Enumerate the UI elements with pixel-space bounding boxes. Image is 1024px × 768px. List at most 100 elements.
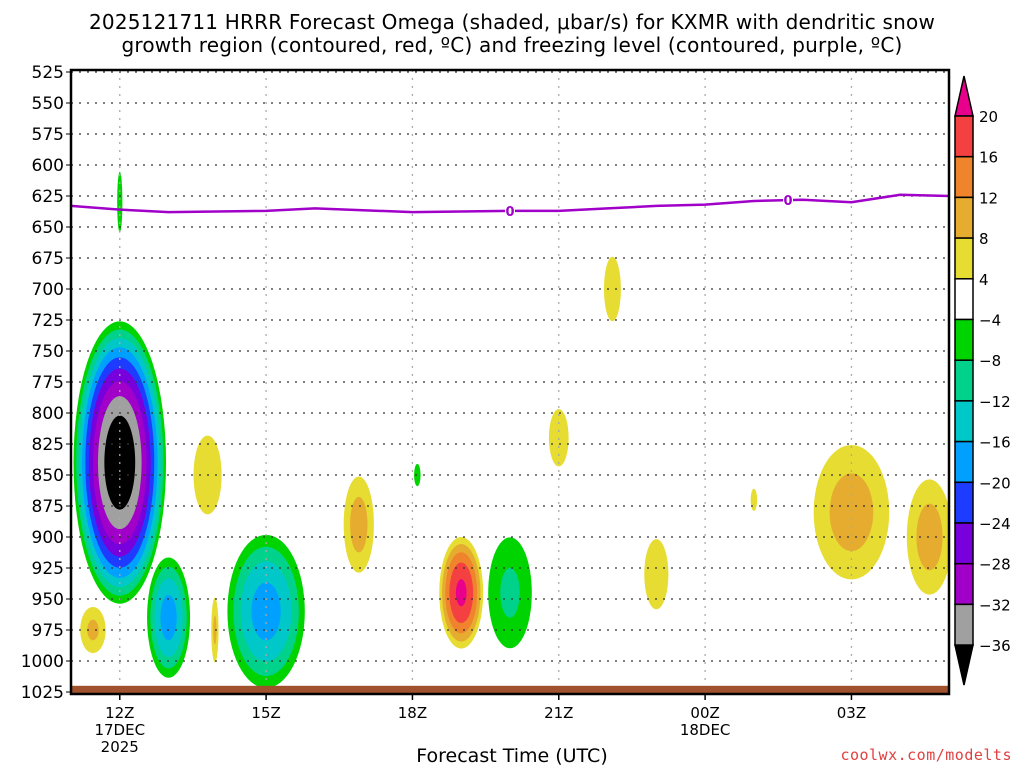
colorbar-label: 20	[979, 108, 998, 126]
colorbar-box	[954, 196, 974, 239]
y-tick-label: 675	[32, 249, 64, 269]
x-tick-label: 12Z	[105, 704, 134, 722]
omega-feature-descent-1130z	[80, 606, 106, 654]
y-tick-label: 875	[32, 497, 64, 517]
y-tick-label: 975	[32, 621, 64, 641]
omega-feature-ascent-18z	[414, 463, 421, 487]
colorbar-label: 16	[979, 149, 998, 167]
colorbar-label: −12	[979, 393, 1011, 411]
colorbar-label: −4	[979, 312, 1001, 330]
colorbar-label: −8	[979, 352, 1001, 370]
colorbar-arrow-bottom	[954, 644, 974, 686]
omega-contour-level	[87, 619, 99, 641]
y-tick-label: 550	[32, 94, 64, 114]
freezing-level-contour: 00	[71, 193, 949, 220]
omega-feature-descent-17z	[343, 476, 374, 573]
omega-contour-level	[350, 496, 368, 553]
omega-contour-level	[455, 579, 467, 607]
y-tick-label: 925	[32, 559, 64, 579]
colorbar-box	[954, 562, 974, 606]
omega-feature-ascent-lobe-1330z	[147, 557, 191, 678]
y-tick-label: 800	[32, 404, 64, 424]
colorbar-label: 12	[979, 189, 998, 207]
omega-contour-level	[750, 488, 758, 511]
omega-feature-descent-22z	[603, 256, 621, 322]
omega-contour-level	[160, 594, 177, 641]
colorbar-box	[954, 237, 974, 280]
y-tick-label: 575	[32, 125, 64, 145]
omega-feature-descent-01z	[750, 488, 758, 511]
y-tick-label: 650	[32, 218, 64, 238]
x-tick-label: 2025	[101, 738, 139, 756]
x-tick-label: 03Z	[837, 704, 866, 722]
y-tick-label: 900	[32, 528, 64, 548]
x-tick-label: 18Z	[398, 704, 427, 722]
colorbar-box	[954, 278, 974, 321]
colorbar-box	[954, 522, 974, 565]
contour-label-bg	[505, 203, 515, 218]
colorbar-box	[954, 155, 974, 199]
omega-feature-ascent-15z-low	[227, 534, 305, 688]
colorbar-label: −36	[979, 637, 1011, 655]
omega-contour-level	[916, 503, 943, 571]
colorbar-arrow-top	[954, 75, 974, 117]
omega-contour-level	[117, 171, 123, 233]
contour-label-bg	[783, 193, 794, 208]
credit-link[interactable]: coolwx.com/modelts	[840, 746, 1012, 764]
y-tick-label: 775	[32, 373, 64, 393]
y-tick-label: 1000	[21, 652, 64, 672]
colorbar-box	[954, 481, 974, 524]
colorbar-label: −28	[979, 556, 1011, 574]
omega-feature-descent-14z-thin	[211, 597, 219, 663]
omega-contour-level	[603, 256, 621, 322]
colorbar-box	[954, 318, 974, 361]
y-tick-label: 750	[32, 342, 64, 362]
chart-title-line-2: growth region (contoured, red, ºC) and f…	[121, 33, 903, 57]
omega-feature-descent-05z	[906, 479, 949, 595]
colorbar-box	[954, 359, 974, 402]
omega-feature-descent-21z	[548, 409, 569, 467]
x-tick-label: 00Z	[690, 704, 719, 722]
colorbar-box	[954, 115, 974, 158]
y-tick-label: 625	[32, 187, 64, 207]
ground-fill	[71, 685, 949, 694]
y-tick-label: 700	[32, 280, 64, 300]
omega-contour-level	[414, 463, 421, 487]
x-axis-label: Forecast Time (UTC)	[416, 745, 608, 767]
omega-feature-descent-03z	[813, 444, 890, 580]
grid-lines	[71, 70, 949, 694]
y-tick-label: 600	[32, 156, 64, 176]
y-tick-label: 950	[32, 590, 64, 610]
colorbar-label: −24	[979, 515, 1011, 533]
omega-feature-descent-19z	[439, 537, 484, 649]
colorbar: 20 16 12 8 4 −4 −8 −12 −16 −20 −24 −28 −32 −36	[954, 75, 1011, 686]
omega-contour-level	[213, 615, 217, 645]
y-tick-label: 525	[32, 63, 64, 83]
omega-feature-descent-2330z	[644, 539, 669, 610]
omega-contour-level	[548, 409, 569, 467]
y-axis: 525 550 575 600 625 650 675 700 725 750 775 800 825 8…	[21, 63, 71, 703]
chart-title-line-1: 2025121711 HRRR Forecast Omega (shaded, …	[88, 10, 936, 34]
colorbar-box	[954, 603, 974, 646]
freezing-level-line	[71, 193, 949, 214]
omega-contour-level	[251, 582, 281, 641]
colorbar-box	[954, 400, 974, 443]
colorbar-label: −20	[979, 474, 1011, 492]
x-tick-label: 21Z	[544, 704, 573, 722]
y-tick-label: 825	[32, 435, 64, 455]
y-tick-label: 725	[32, 311, 64, 331]
omega-contour-level	[829, 473, 874, 552]
omega-field	[73, 171, 949, 688]
colorbar-label: 4	[979, 271, 989, 289]
freezing-level-contour-label: 0	[784, 194, 793, 209]
x-tick-label: 18DEC	[680, 721, 731, 739]
x-tick-label: 15Z	[251, 704, 280, 722]
omega-feature-ascent-20z	[488, 537, 532, 649]
colorbar-label: −32	[979, 596, 1011, 614]
ground-layer	[71, 685, 949, 694]
omega-feature-ascent-thin-620	[117, 171, 123, 233]
colorbar-box	[954, 440, 974, 484]
y-tick-label: 1025	[21, 683, 64, 703]
